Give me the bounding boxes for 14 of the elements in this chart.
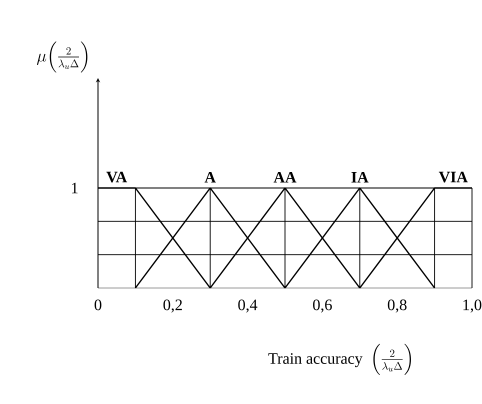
series-label: IA <box>351 172 369 182</box>
x-tick-label: 0,6 <box>313 300 332 313</box>
x-tick-label: 0,4 <box>238 300 258 313</box>
series-label: VA <box>106 172 128 182</box>
x-axis-title: $\text{Train accuracy}\;\left(\frac{2}{\lambda_u\Delta}\right)$ <box>268 344 411 375</box>
text: 1 <box>72 182 78 194</box>
series-label: A <box>204 172 216 182</box>
x-tick-label: 0,2 <box>163 300 182 313</box>
x-tick-label: 1,0 <box>463 300 482 313</box>
series-label: VIA <box>438 172 468 182</box>
x-tick-label: 0 <box>94 300 102 310</box>
series-label: AA <box>274 172 296 182</box>
text: $\mu\!\left(\frac{2}{\lambda_u\Delta}\right)$ <box>37 42 88 72</box>
x-tick-label: 0,8 <box>388 300 407 313</box>
